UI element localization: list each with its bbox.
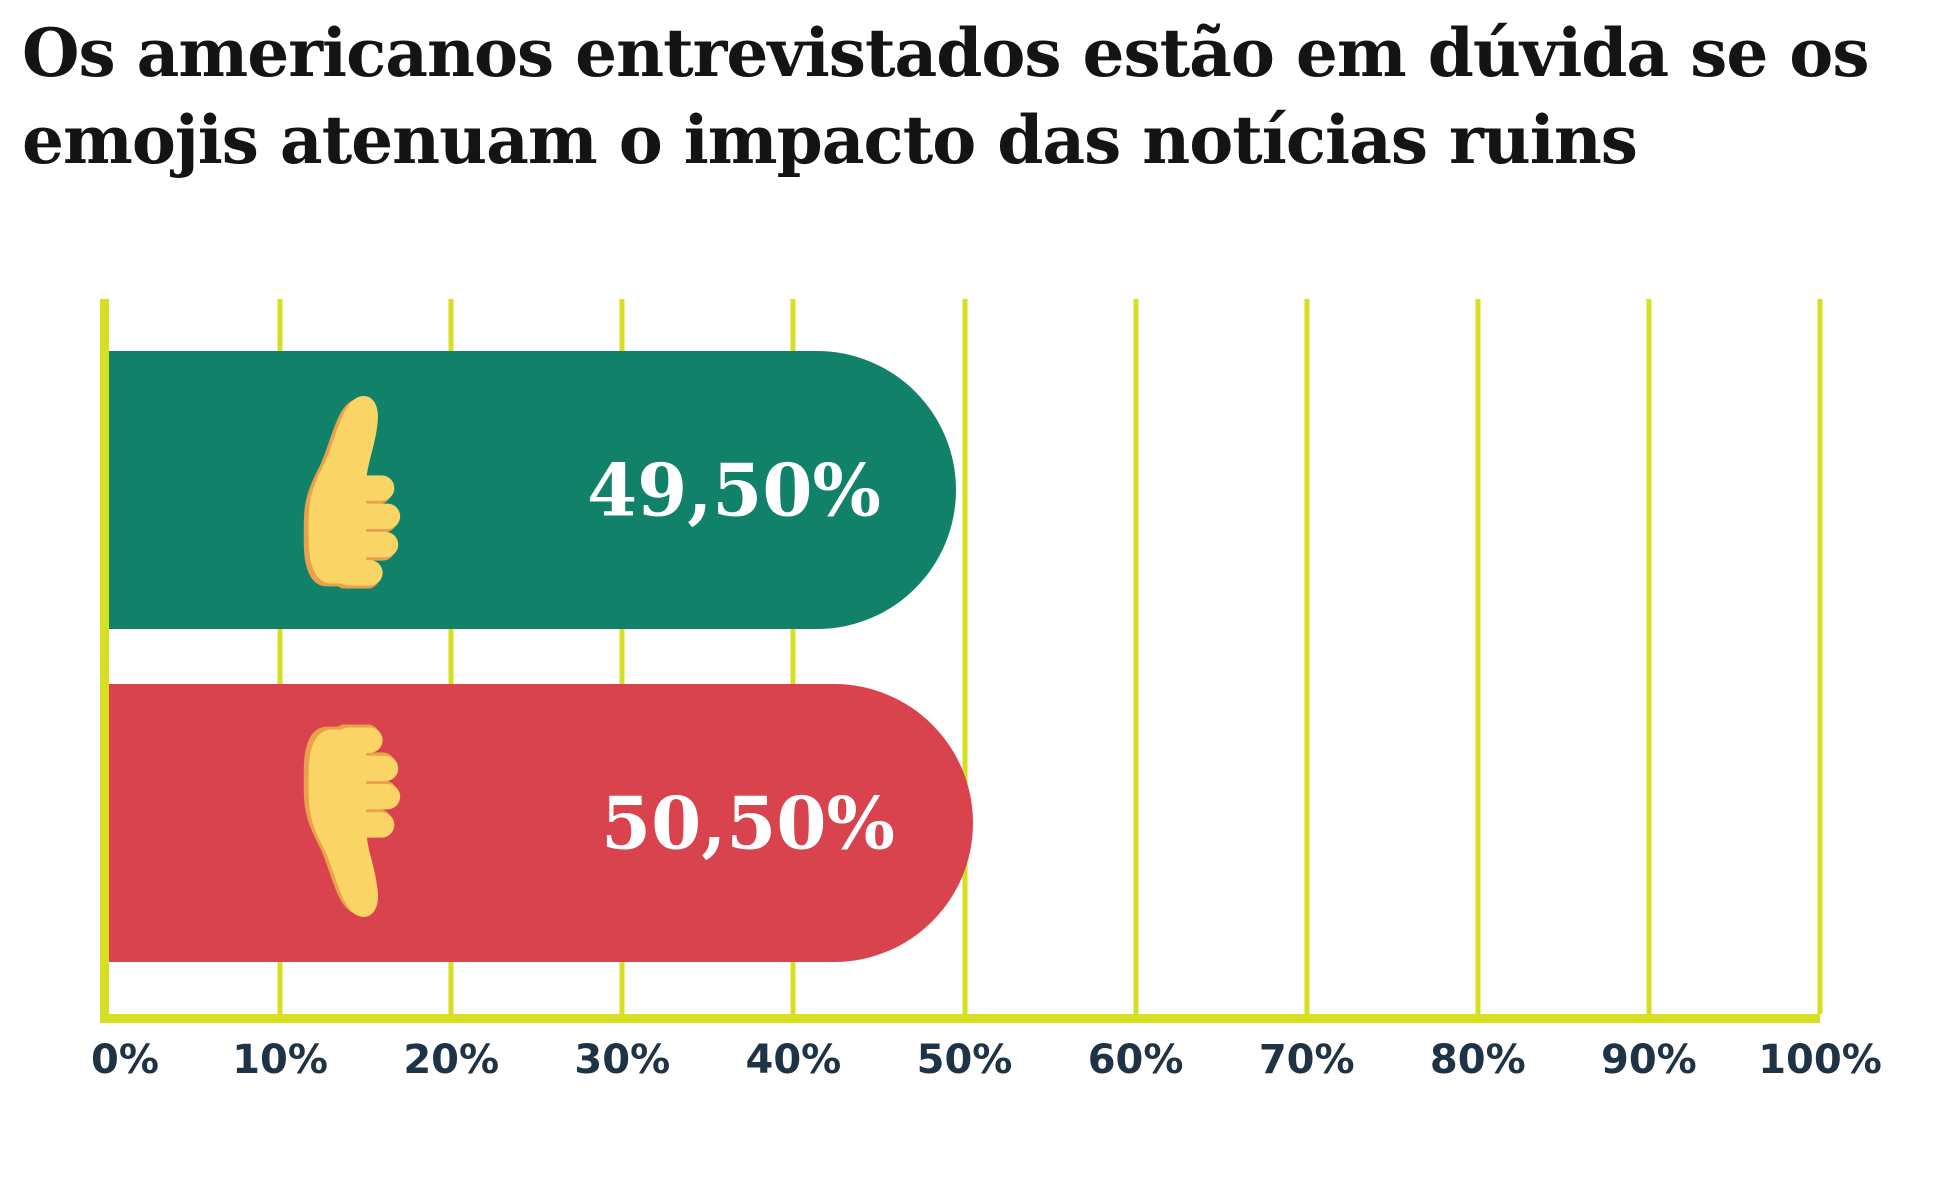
bar-thumbs-down: 50,50% (109, 684, 974, 962)
thumbs-up-icon (303, 396, 401, 589)
x-axis-ticks: 0% 10% 20% 30% 40% 50% 60% 70% 80% 90% 100% (91, 1037, 1882, 1097)
x-axis-tick-label-100%: 100% (1758, 1037, 1882, 1083)
x-axis-tick-label-90%: 90% (1601, 1037, 1697, 1083)
plot-area: 49,50% 50,50% (100, 299, 1823, 1023)
chart-title-line-1: Os americanos entrevistados estão em dúv… (22, 14, 1869, 92)
x-axis-tick-label-40%: 40% (745, 1037, 842, 1083)
x-axis-tick-label-10%: 10% (232, 1037, 328, 1083)
bar-value-thumbs-up: 49,50% (587, 447, 881, 533)
gridline-60% (1133, 299, 1139, 1014)
gridline-50% (962, 299, 967, 1014)
gridline-10% (277, 299, 283, 1014)
gridline-100% (1817, 299, 1823, 1014)
x-axis-tick-label-70%: 70% (1258, 1037, 1355, 1083)
chart-title: Os americanos entrevistados estão em dúv… (22, 10, 1869, 184)
y-axis-line (100, 299, 109, 1023)
thumbs-down-icon (303, 724, 401, 917)
x-axis-tick-label-30%: 30% (574, 1037, 671, 1083)
x-axis-tick-label-20%: 20% (403, 1037, 500, 1083)
plot-inner: 49,50% 50,50% (109, 299, 1823, 1014)
gridline-30% (619, 299, 625, 1014)
gridline-40% (790, 299, 796, 1014)
bar-value-thumbs-down: 50,50% (601, 780, 895, 866)
gridline-20% (448, 299, 454, 1014)
x-axis-tick-label-60%: 60% (1087, 1037, 1184, 1083)
chart-title-line-2: emojis atenuam o impacto das notícias ru… (22, 101, 1638, 179)
bar-thumbs-up: 49,50% (109, 351, 956, 629)
gridline-80% (1475, 299, 1481, 1014)
x-axis-tick-label-0%: 0% (91, 1037, 159, 1083)
x-axis-tick-label-80%: 80% (1429, 1037, 1526, 1083)
gridline-90% (1646, 299, 1652, 1014)
x-axis-line (100, 1014, 1820, 1023)
gridline-70% (1304, 299, 1310, 1014)
x-axis-tick-label-50%: 50% (916, 1037, 1013, 1083)
